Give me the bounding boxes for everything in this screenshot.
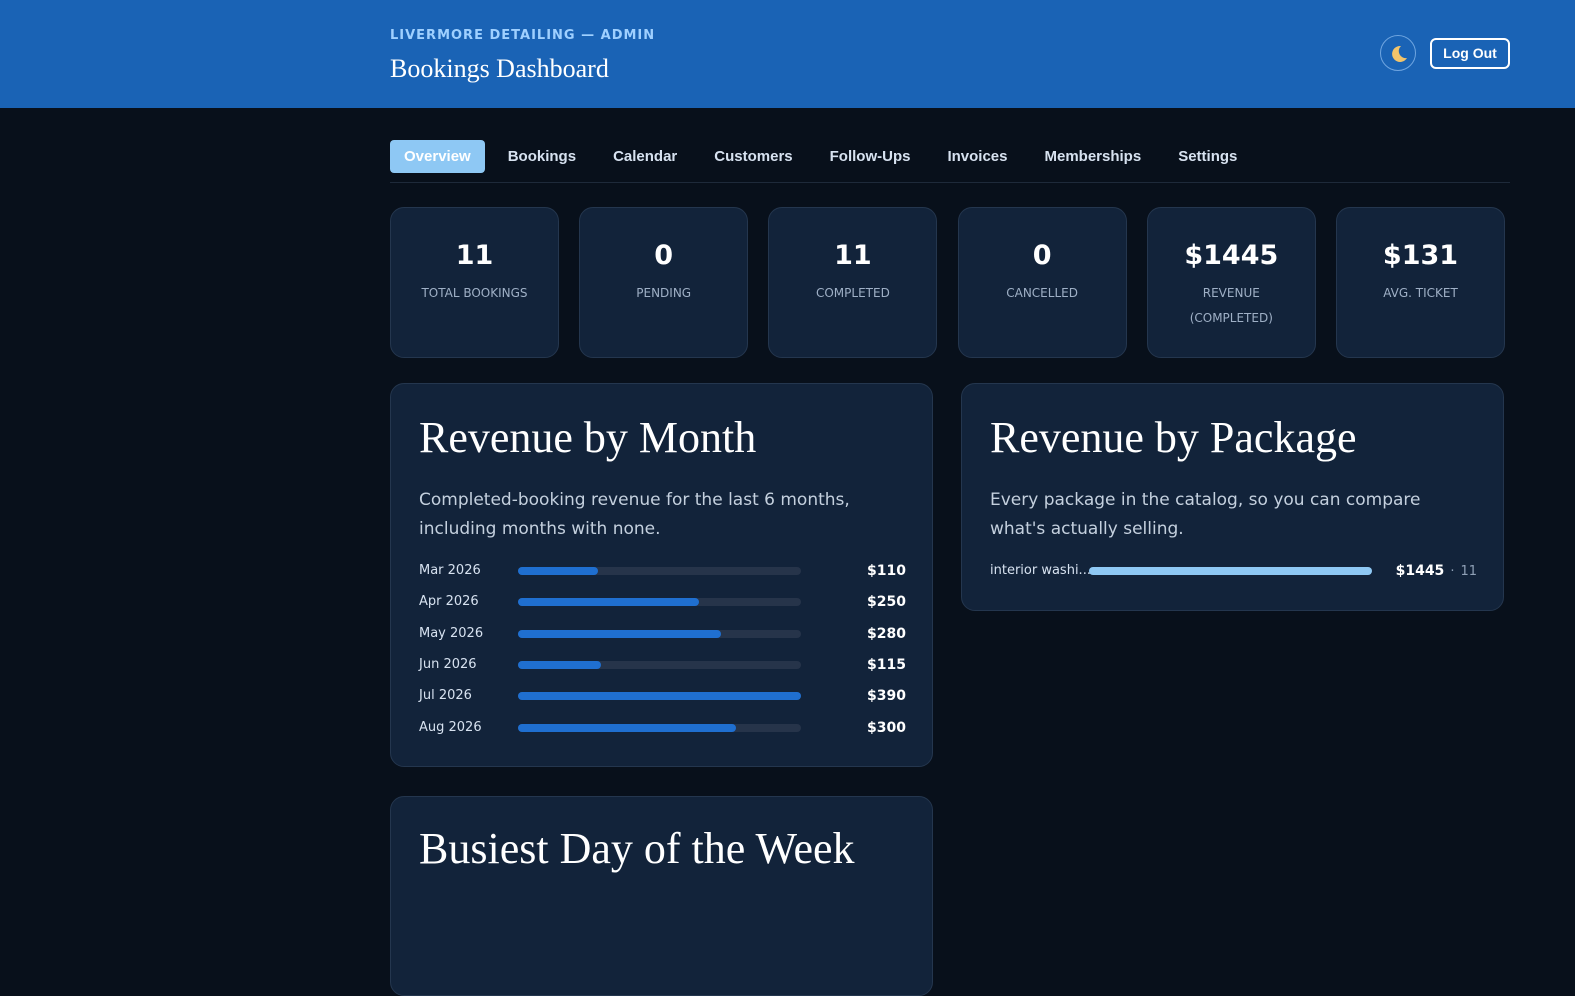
panel-subtitle: Every package in the catalog, so you can… [990, 490, 1421, 539]
stat-value: $131 [1382, 240, 1459, 271]
bar-track [518, 567, 801, 575]
value-label: $110 [867, 563, 906, 579]
panel-subtitle: Completed-booking revenue for the last 6… [419, 490, 850, 539]
page-title: Bookings Dashboard [390, 54, 609, 83]
eyebrow: LIVERMORE DETAILING — ADMIN [390, 28, 656, 43]
tab[interactable]: Invoices [947, 148, 1008, 165]
revenue-package-panel: Revenue by Package Every package in the … [961, 383, 1504, 611]
panel-title: Revenue by Package [990, 413, 1357, 462]
stat-value: 0 [654, 240, 674, 271]
bar-row: Jul 2026 $390 [419, 686, 906, 706]
bar-value: $390 [867, 688, 906, 704]
bar-label: Apr 2026 [419, 594, 479, 610]
count: 11 [1460, 564, 1477, 579]
bar [518, 567, 598, 575]
tab[interactable]: Settings [1178, 148, 1238, 165]
bar-value: $300 [867, 720, 906, 736]
bar [518, 598, 700, 607]
bar-value: $250 [867, 594, 906, 610]
bar-value: $280 [867, 626, 906, 642]
bar-row: interior washi... $1445 · 11 [990, 561, 1477, 581]
stat-value: 11 [455, 240, 494, 271]
bar [518, 723, 736, 732]
value-label: $1445 [1395, 563, 1445, 579]
value-label: $300 [867, 719, 906, 736]
bar-track [518, 723, 801, 732]
stat-card: 11 COMPLETED [768, 207, 938, 358]
bar-label: Jun 2026 [419, 656, 477, 672]
bar [518, 629, 722, 638]
value-label: $250 [867, 594, 906, 611]
header: LIVERMORE DETAILING — ADMIN Bookings Das… [0, 0, 1575, 108]
panel-title: Revenue by Month [419, 413, 757, 462]
stat-label: AVG. TICKET [1383, 286, 1458, 300]
bar-label: Jul 2026 [419, 688, 472, 704]
bar-track [518, 660, 801, 669]
value-label: $390 [867, 688, 906, 705]
stat-label: CANCELLED [1006, 286, 1078, 300]
stat-card: $1445 REVENUE (COMPLETED) [1146, 207, 1316, 358]
stat-label: COMPLETED [815, 286, 890, 300]
separator: · [1450, 564, 1455, 579]
bar-row: Jun 2026 $115 [419, 655, 906, 675]
bar-track [518, 629, 801, 638]
tab[interactable]: Memberships [1044, 148, 1142, 165]
bar-label: May 2026 [419, 625, 484, 641]
theme-toggle[interactable] [1380, 35, 1416, 71]
bar-label: Aug 2026 [419, 719, 482, 735]
bar-track [1089, 567, 1372, 575]
revenue-month-panel: Revenue by Month Completed-booking reven… [390, 383, 933, 767]
busiest-day-panel: Busiest Day of the Week [390, 796, 933, 996]
stat-label: TOTAL BOOKINGS [421, 286, 528, 300]
tab[interactable]: Calendar [613, 148, 678, 165]
stat-card: $131 AVG. TICKET [1336, 207, 1505, 358]
bar-value: $115 [867, 657, 906, 673]
bar-value: $110 [867, 563, 906, 579]
stat-value: 0 [1032, 240, 1052, 271]
stat-card: 0 CANCELLED [957, 207, 1127, 358]
stat-label: REVENUE (COMPLETED) [1189, 286, 1273, 325]
panel-title: Busiest Day of the Week [419, 824, 855, 873]
stat-card: 11 TOTAL BOOKINGS [390, 207, 559, 358]
bar-row: Apr 2026 $250 [419, 592, 906, 612]
bar-track [518, 598, 801, 607]
bar [1089, 567, 1372, 575]
stat-label: PENDING [636, 286, 692, 300]
bar-row: Mar 2026 $110 [419, 561, 906, 581]
stat-value: 11 [834, 240, 872, 271]
tab[interactable]: Customers [714, 148, 793, 165]
value-label: $115 [867, 656, 906, 673]
bar [518, 692, 801, 701]
bar [518, 660, 602, 669]
tab[interactable]: Follow-Ups [829, 148, 911, 165]
value-label: $280 [867, 625, 906, 642]
tab[interactable]: Overview [390, 140, 485, 173]
moon-icon [1392, 45, 1407, 62]
tab-bar: Overview Bookings Calendar Customers Follow-… [390, 140, 1510, 183]
bar-label: interior washi... [990, 563, 1091, 578]
tab[interactable]: Bookings [507, 148, 577, 165]
stat-card: 0 PENDING [579, 207, 749, 358]
stat-value: $1445 [1184, 240, 1279, 271]
logout-button[interactable]: Log Out [1430, 38, 1510, 69]
bar-row: Aug 2026 $300 [419, 718, 906, 738]
bar-row: May 2026 $280 [419, 624, 906, 644]
bar-label: Mar 2026 [419, 563, 481, 578]
bar-value: $1445 · 11 [1396, 563, 1477, 579]
bar-track [518, 692, 801, 701]
